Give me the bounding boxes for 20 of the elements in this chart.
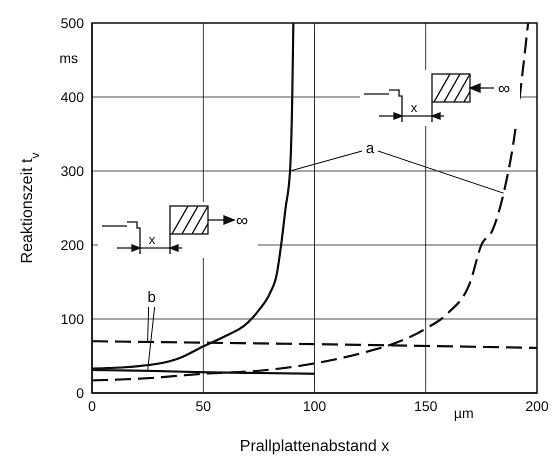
x-axis-title: Prallplattenabstand x (240, 438, 390, 455)
x-tick-label: 50 (195, 398, 212, 414)
y-tick-label: 0 (76, 384, 84, 401)
annotation: ∞ (236, 211, 248, 230)
annotation: x (410, 100, 418, 115)
annotation: x (148, 232, 156, 247)
x-tick-label: 200 (525, 398, 549, 414)
x-tick-label: 0 (88, 398, 96, 414)
y-tick-label: 400 (60, 88, 84, 105)
annotation: ∞ (498, 79, 510, 98)
x-tick-label: 150 (414, 398, 438, 414)
y-tick-label: 500 (60, 14, 84, 31)
y-tick-label: 100 (60, 310, 84, 327)
text: ms (59, 50, 78, 66)
text: µm (454, 405, 474, 421)
x-tick-label: 100 (302, 398, 326, 414)
annotation: a (366, 140, 375, 157)
y-tick-label: 200 (60, 236, 84, 253)
y-tick-label: 300 (60, 162, 84, 179)
annotation: b (147, 288, 156, 306)
